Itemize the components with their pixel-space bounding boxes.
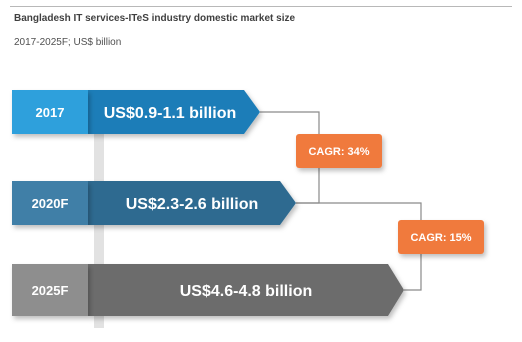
top-divider xyxy=(10,6,512,7)
year-tab-2025f xyxy=(12,264,88,316)
value-label-2017: US$0.9-1.1 billion xyxy=(104,105,236,122)
cagr-badge-2 xyxy=(398,220,484,254)
year-label-2025f: 2025F xyxy=(32,283,69,298)
bar-arrow-2017 xyxy=(88,90,260,134)
year-label-2020f: 2020F xyxy=(32,196,69,211)
chart-title: Bangladesh IT services-ITeS industry dom… xyxy=(14,13,296,24)
cagr-label-2: CAGR: 15% xyxy=(410,232,471,244)
cagr-badge-1 xyxy=(296,134,382,168)
value-label-2025f: US$4.6-4.8 billion xyxy=(180,283,312,300)
bar-arrow-2020f xyxy=(88,181,296,225)
value-label-2020f: US$2.3-2.6 billion xyxy=(126,196,258,213)
bar-arrow-2025f xyxy=(88,264,404,316)
year-tab-2020f xyxy=(12,181,88,225)
cagr-label-1: CAGR: 34% xyxy=(308,146,369,158)
year-label-2017: 2017 xyxy=(36,105,65,120)
chart-subtitle: 2017-2025F; US$ billion xyxy=(14,37,122,48)
year-tab-2017 xyxy=(12,90,88,134)
